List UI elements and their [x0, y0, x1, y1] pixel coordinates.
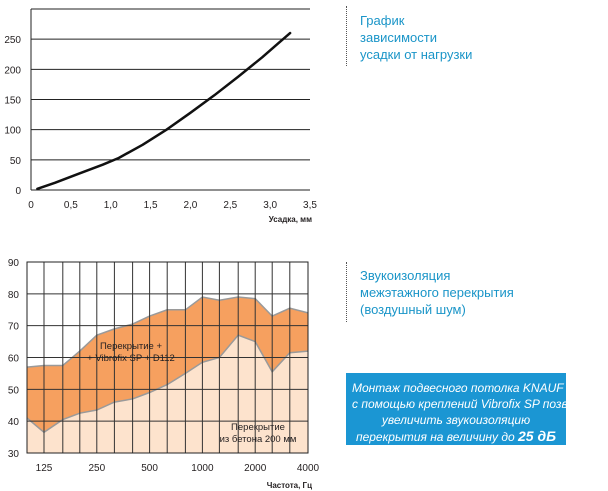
y-tick-label: 70 [8, 322, 20, 333]
x-tick-label: 1000 [191, 463, 214, 474]
caption-line: зависимости [360, 30, 438, 45]
series-label-concrete: Перекрытие [231, 422, 285, 433]
y-tick-label: 0 [15, 186, 21, 197]
x-tick-label: 2,0 [183, 200, 197, 211]
caption-line: Звукоизоляция [360, 268, 451, 283]
plot-frame [26, 261, 309, 454]
shrinkage-caption: График зависимости усадки от нагрузки [360, 12, 472, 63]
note-line: перекрытия на величину до 25 дБ [352, 428, 560, 445]
x-tick-label: 250 [88, 463, 105, 474]
caption-line: усадки от нагрузки [360, 47, 473, 62]
series-label-vibrofix: + Vibrofix SP + D112 [87, 353, 175, 364]
x-tick-label: 3,5 [303, 200, 317, 211]
note-line-text: перекрытия на величину до [355, 430, 518, 444]
y-tick-label: 60 [8, 354, 20, 365]
x-tick-label: 125 [36, 463, 53, 474]
x-tick-label: 4000 [297, 463, 320, 474]
caption-line: (воздушный шум) [360, 302, 466, 317]
y-tick-label: 250 [4, 35, 21, 46]
x-tick-label: 2,5 [223, 200, 237, 211]
x-tick-label: 3,0 [263, 200, 277, 211]
x-tick-label: 1,0 [104, 200, 118, 211]
note-highlight: 25 дБ [517, 428, 557, 444]
x-tick-label: 0 [28, 200, 34, 211]
y-tick-label: 50 [8, 385, 20, 396]
y-tick-label: 40 [8, 417, 20, 428]
y-tick-label: 90 [8, 258, 20, 269]
y-tick-label: 30 [8, 449, 20, 460]
series-label-concrete: из бетона 200 мм [220, 434, 297, 445]
caption-divider [346, 6, 347, 66]
caption-line: межэтажного перекрытия [360, 285, 514, 300]
x-axis-title: Частота, Гц [267, 481, 312, 490]
y-tick-label: 150 [4, 96, 21, 107]
y-tick-label: 100 [4, 126, 21, 137]
note-line: Монтаж подвесного потолка KNAUF [352, 381, 564, 395]
y-tick-label: 50 [10, 156, 22, 167]
y-tick-label: 200 [4, 65, 21, 76]
caption-divider [346, 262, 347, 322]
note-line: с помощью креплений Vibrofix SP позволяе… [352, 397, 604, 411]
x-tick-label: 2000 [244, 463, 267, 474]
caption-line: График [360, 13, 405, 28]
y-tick-label: 80 [8, 290, 20, 301]
shrinkage-series-line [36, 31, 292, 191]
x-tick-label: 1,5 [144, 200, 158, 211]
shrinkage-chart-group: 0 50 100 150 200 250 0 0,5 1,0 1,5 2,0 2,5 3,0 3,5 Уса… [4, 8, 317, 224]
sound-caption: Звукоизоляция межэтажного перекрытия (во… [360, 267, 514, 318]
info-note: Монтаж подвесного потолка KNAUF с помощь… [346, 373, 604, 445]
series-label-vibrofix: Перекрытие + [100, 341, 163, 352]
note-line: увеличить звукоизоляцию [381, 413, 531, 427]
sound-insulation-chart-group: 30 40 50 60 70 80 90 125 250 500 1000 2000 4000 Часто… [8, 258, 320, 490]
x-axis-title: Усадка, мм [269, 215, 312, 224]
x-tick-label: 0,5 [64, 200, 78, 211]
x-tick-label: 500 [141, 463, 158, 474]
